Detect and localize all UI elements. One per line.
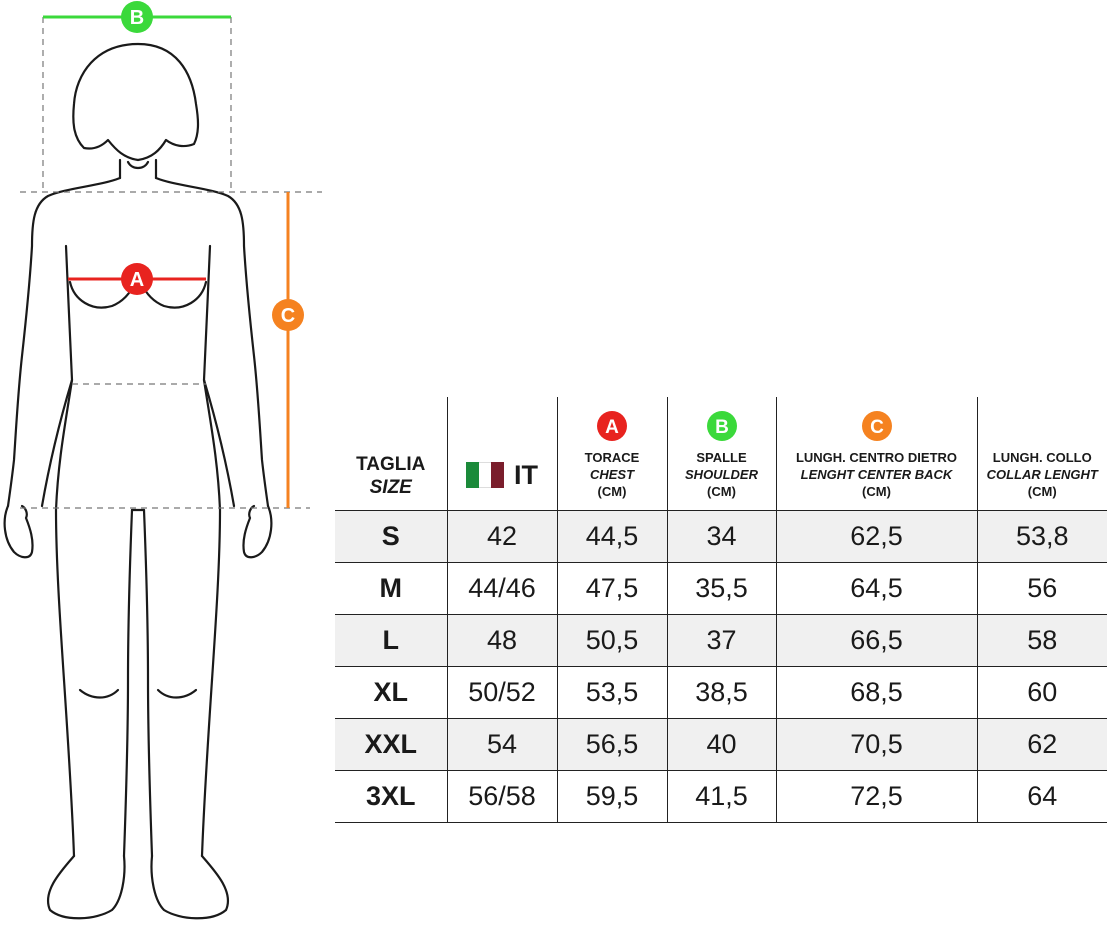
cell-shoulder: 40 [666,718,777,771]
header-collar-main: LUNGH. COLLO [992,450,1092,465]
cell-back-length: 66,5 [775,614,978,667]
size-table: TAGLIA SIZE IT A TORACE CHEST (CM) [335,397,1107,823]
marker-a-icon: A [597,411,627,441]
cell-chest: 47,5 [556,562,668,615]
guide-lines [20,17,322,509]
header-back-unit: (CM) [862,484,891,499]
header-back-sub: LENGHT CENTER BACK [800,467,953,482]
header-shoulder-unit: (CM) [707,484,736,499]
cell-size: XL [335,666,448,719]
cell-size: XXL [335,718,448,771]
cell-it: 50/52 [446,666,558,719]
cell-size: L [335,614,448,667]
cell-chest: 56,5 [556,718,668,771]
table-row: XXL 54 56,5 40 70,5 62 [335,718,1107,771]
cell-size: M [335,562,448,615]
cell-shoulder: 37 [666,614,777,667]
header-it: IT [446,397,558,511]
cell-collar: 62 [976,718,1107,771]
marker-b-label: B [130,7,144,29]
cell-chest: 44,5 [556,510,668,563]
cell-shoulder: 41,5 [666,770,777,823]
marker-a-label: A [130,269,144,291]
cell-shoulder: 35,5 [666,562,777,615]
marker-c-label: C [281,305,295,327]
header-size-main: TAGLIA [356,454,426,475]
cell-it: 42 [446,510,558,563]
cell-shoulder: 38,5 [666,666,777,719]
svg-text:C: C [870,417,884,438]
cell-collar: 56 [976,562,1107,615]
marker-a-badge: A [121,263,153,295]
marker-b-badge: B [121,1,153,33]
header-it-group: IT [466,459,538,500]
cell-it: 56/58 [446,770,558,823]
body-outline [3,42,273,920]
cell-shoulder: 34 [666,510,777,563]
cell-collar: 64 [976,770,1107,823]
header-collar: LUNGH. COLLO COLLAR LENGHT (CM) [976,397,1107,511]
table-header-row: TAGLIA SIZE IT A TORACE CHEST (CM) [335,397,1107,511]
cell-chest: 53,5 [556,666,668,719]
header-chest: A TORACE CHEST (CM) [556,397,668,511]
marker-c-icon: C [861,411,892,441]
italy-flag-icon [466,462,505,488]
cell-back-length: 68,5 [775,666,978,719]
header-shoulder-sub: SHOULDER [685,467,758,482]
cell-it: 48 [446,614,558,667]
cell-collar: 60 [976,666,1107,719]
header-collar-unit: (CM) [1027,484,1057,499]
header-chest-sub: CHEST [589,467,635,482]
cell-it: 54 [446,718,558,771]
marker-c-badge: C [272,299,304,331]
cell-chest: 50,5 [556,614,668,667]
cell-chest: 59,5 [556,770,668,823]
cell-back-length: 64,5 [775,562,978,615]
table-row: XL 50/52 53,5 38,5 68,5 60 [335,666,1107,719]
table-row: 3XL 56/58 59,5 41,5 72,5 64 [335,770,1107,823]
cell-size: 3XL [335,770,448,823]
cell-collar: 53,8 [976,510,1107,563]
cell-back-length: 62,5 [775,510,978,563]
table-row: M 44/46 47,5 35,5 64,5 56 [335,562,1107,615]
svg-text:B: B [715,417,729,438]
cell-it: 44/46 [446,562,558,615]
header-back-main: LUNGH. CENTRO DIETRO [795,450,958,465]
table-row: L 48 50,5 37 66,5 58 [335,614,1107,667]
header-it-label: IT [514,459,538,490]
header-size: TAGLIA SIZE [335,397,448,511]
header-shoulder-main: SPALLE [696,450,747,465]
header-collar-sub: COLLAR LENGHT [986,467,1098,482]
table-row: S 42 44,5 34 62,5 53,8 [335,510,1107,563]
header-shoulder: B SPALLE SHOULDER (CM) [666,397,777,511]
cell-back-length: 72,5 [775,770,978,823]
body-measurement-figure: B A C [3,1,322,920]
cell-back-length: 70,5 [775,718,978,771]
header-chest-main: TORACE [584,450,640,465]
svg-text:A: A [605,417,619,438]
marker-b-icon: B [706,411,737,441]
header-back-length: C LUNGH. CENTRO DIETRO LENGHT CENTER BAC… [775,397,978,511]
header-chest-unit: (CM) [597,484,627,499]
cell-collar: 58 [976,614,1107,667]
header-size-sub: SIZE [369,477,412,498]
cell-size: S [335,510,448,563]
